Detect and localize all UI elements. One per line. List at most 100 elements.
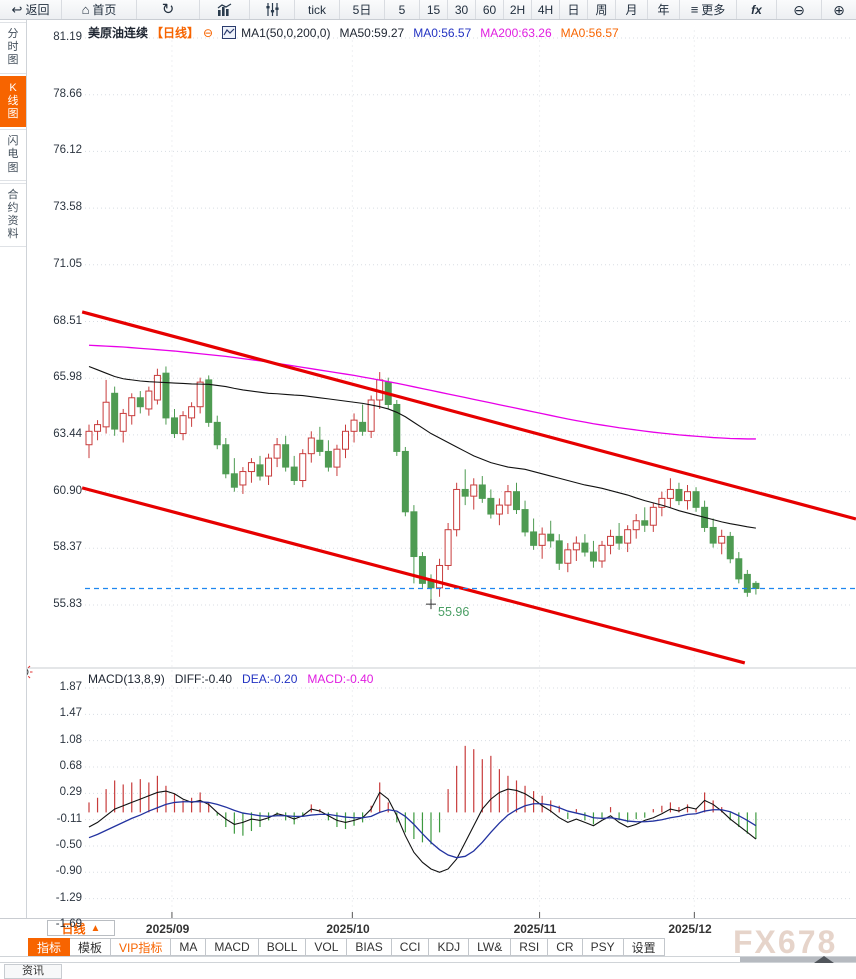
back-icon: ↩ (11, 2, 23, 17)
sidebar: 分时图 K线图 闪电图 合约资料 (0, 20, 27, 918)
macd-value: MACD:-0.40 (307, 672, 374, 686)
home-button[interactable]: ⌂ 首页 (62, 0, 137, 19)
price-axis-label: 55.83 (53, 598, 82, 610)
indicator-tab-7[interactable]: VOL (306, 938, 348, 956)
low-price-label: 55.96 (438, 605, 469, 619)
interval-2h[interactable]: 2H (504, 0, 532, 19)
ma200-value: MA200:63.26 (480, 25, 552, 40)
scrollbar-thumb[interactable] (740, 957, 856, 962)
macd-axis-label: 1.08 (59, 733, 82, 746)
macd-axis-label: 0.68 (59, 759, 82, 772)
refresh-icon: ↻ (161, 1, 175, 18)
indicator-tab-6[interactable]: BOLL (258, 938, 307, 956)
back-label: 返回 (25, 3, 50, 17)
scroll-up-arrow-icon[interactable] (814, 956, 834, 963)
remove-indicator-icon[interactable]: ⊖ (203, 25, 214, 40)
sidebar-item-lightning-chart[interactable]: 闪电图 (0, 129, 26, 181)
ma200-line (88, 344, 756, 440)
macd-settings-label: MACD(13,8,9) (88, 672, 165, 686)
macd-histogram (88, 745, 757, 845)
equalizer-icon (265, 3, 279, 16)
candles-group (85, 366, 760, 603)
sidebar-item-label: K线图 (7, 81, 19, 120)
interval-label: 30 (454, 2, 469, 17)
macd-axis-label: -0.50 (55, 838, 82, 851)
interval-tick[interactable]: tick (295, 0, 340, 19)
interval-year[interactable]: 年 (648, 0, 680, 19)
ma0-blue-value: MA0:56.57 (413, 25, 472, 40)
chart-type-button[interactable] (200, 0, 250, 19)
indicator-tab-10[interactable]: KDJ (429, 938, 470, 956)
indicator-tab-2[interactable]: 模板 (70, 938, 112, 956)
sidebar-item-label: 合约资料 (7, 188, 19, 241)
zoom-out-button[interactable]: ⊖ (777, 0, 822, 19)
indicator-tab-5[interactable]: MACD (206, 938, 259, 956)
macd-axis-label: 0.29 (59, 786, 82, 799)
interval-4h[interactable]: 4H (532, 0, 560, 19)
interval-label: 5 (398, 2, 406, 17)
interval-5m[interactable]: 5 (385, 0, 420, 19)
sidebar-item-time-chart[interactable]: 分时图 (0, 22, 26, 74)
indicator-tab-14[interactable]: PSY (582, 938, 624, 956)
macd-axis-label: 1.47 (59, 707, 82, 720)
indicator-tab-4[interactable]: MA (171, 938, 207, 956)
price-axis-label: 78.66 (53, 87, 82, 100)
zoom-in-icon: ⊕ (833, 1, 845, 18)
interval-label: 年 (657, 3, 670, 17)
indicator-tab-11[interactable]: LW& (469, 938, 512, 956)
indicator-tab-3[interactable]: VIP指标 (111, 938, 172, 956)
interval-label: 月 (625, 3, 638, 17)
interval-label: 15 (426, 2, 441, 17)
period-selector-button[interactable]: 日线 ▲ (47, 920, 115, 936)
interval-30m[interactable]: 30 (448, 0, 476, 19)
interval-label: 4H (537, 2, 554, 17)
indicator-tab-12[interactable]: RSI (511, 938, 549, 956)
macd-axis-label: -1.29 (55, 891, 82, 904)
price-axis-label: 76.12 (53, 144, 82, 157)
interval-15m[interactable]: 15 (420, 0, 448, 19)
interval-5d[interactable]: 5日 (340, 0, 385, 19)
indicator-tab-13[interactable]: CR (548, 938, 583, 956)
interval-label: 日 (567, 3, 580, 17)
price-axis-label: 65.98 (53, 371, 82, 384)
macd-axis-label: -0.11 (56, 812, 82, 825)
macd-header: MACD(13,8,9) DIFF:-0.40 DEA:-0.20 MACD:-… (88, 672, 373, 686)
horizontal-scrollbar[interactable] (0, 956, 856, 963)
price-axis-label: 58.37 (53, 541, 82, 554)
interval-day[interactable]: 日 (560, 0, 588, 19)
zoom-out-icon: ⊖ (793, 1, 805, 18)
indicator-tab-9[interactable]: CCI (391, 938, 430, 956)
indicator-tab-15[interactable]: 设置 (623, 938, 665, 956)
more-button[interactable]: ≡ 更多 (680, 0, 737, 19)
interval-label: 60 (482, 2, 497, 17)
interval-60m[interactable]: 60 (476, 0, 504, 19)
period-tag: 【日线】 (151, 26, 200, 40)
formula-button[interactable]: fx (737, 0, 777, 19)
zoom-in-button[interactable]: ⊕ (822, 0, 856, 19)
bar-chart-icon (217, 3, 231, 16)
interval-month[interactable]: 月 (616, 0, 648, 19)
sidebar-item-contract-info[interactable]: 合约资料 (0, 182, 26, 248)
candlestick-style-button[interactable] (250, 0, 295, 19)
sidebar-item-label: 闪电图 (7, 135, 19, 174)
sidebar-item-kline-chart[interactable]: K线图 (0, 75, 26, 128)
x-axis-date: 2025/10 (326, 922, 370, 936)
indicator-tab-8[interactable]: BIAS (347, 938, 392, 956)
dea-value: DEA:-0.20 (242, 672, 298, 686)
interval-label: 5日 (352, 3, 372, 17)
chart-plot-area[interactable] (85, 20, 856, 918)
period-selector-label: 日线 (61, 921, 86, 936)
back-button[interactable]: ↩ 返回 (0, 0, 62, 19)
interval-label: tick (308, 2, 326, 17)
x-axis-row: 日线 ▲ 2025/09 2025/10 2025/11 2025/12 (0, 918, 856, 938)
price-axis-label: 68.51 (53, 314, 82, 327)
refresh-button[interactable]: ↻ (137, 0, 200, 19)
interval-week[interactable]: 周 (588, 0, 616, 19)
more-label: 更多 (701, 3, 726, 17)
macd-axis-label: 1.87 (59, 681, 82, 693)
indicator-tab-1[interactable]: 指标 (28, 938, 71, 956)
price-axis-label: 71.05 (53, 257, 82, 270)
indicator-tabs: 指标 模板 VIP指标 MA MACD BOLL VOL BIAS CCI KDJ LW& RSI CR… (0, 938, 856, 956)
